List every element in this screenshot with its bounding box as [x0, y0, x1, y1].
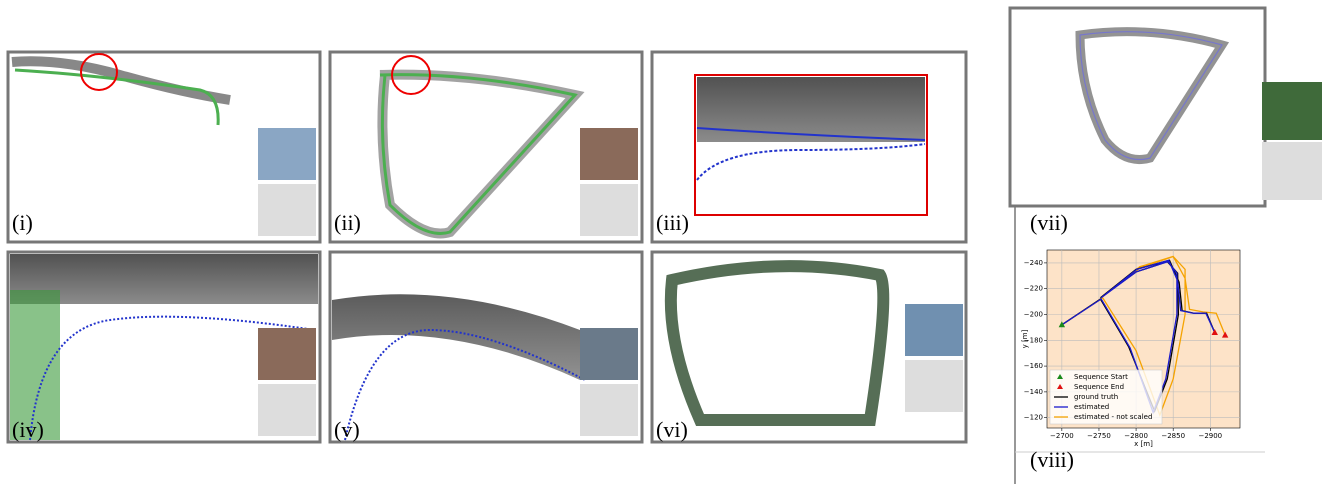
- panel-label: (iii): [656, 210, 689, 235]
- legend-label: estimated - not scaled: [1074, 413, 1152, 421]
- panel-label: (v): [334, 417, 360, 442]
- x-tick-label: −2850: [1161, 432, 1185, 440]
- legend-label: estimated: [1074, 403, 1109, 411]
- y-tick-label: −240: [1024, 259, 1043, 267]
- y-tick-label: −140: [1024, 388, 1043, 396]
- x-tick-label: −2700: [1050, 432, 1074, 440]
- legend-label: Sequence Start: [1074, 373, 1128, 381]
- y-axis-label: y [m]: [1021, 329, 1029, 348]
- legend-label: ground truth: [1074, 393, 1118, 401]
- x-tick-label: −2900: [1198, 432, 1222, 440]
- panel-label: (vi): [656, 417, 688, 442]
- x-tick-label: −2750: [1087, 432, 1111, 440]
- figure: (i) (ii) (iii) (iv) (v) (vi) (vii) (viii) −2700 −…: [0, 0, 1325, 484]
- panel-label: (i): [12, 210, 33, 235]
- y-tick-label: −200: [1024, 310, 1043, 318]
- point-cloud: [697, 77, 925, 142]
- panel-label: (ii): [334, 210, 361, 235]
- panel-label: (viii): [1030, 447, 1074, 472]
- y-tick-label: −120: [1024, 414, 1043, 422]
- x-tick-label: −2800: [1124, 432, 1148, 440]
- x-axis-label: x [m]: [1134, 440, 1153, 448]
- y-tick-label: −220: [1024, 285, 1043, 293]
- legend-label: Sequence End: [1074, 383, 1124, 391]
- point-cloud: [671, 266, 884, 420]
- panel-label: (vii): [1030, 210, 1068, 235]
- panel-label: (iv): [12, 417, 44, 442]
- y-tick-label: −160: [1024, 362, 1043, 370]
